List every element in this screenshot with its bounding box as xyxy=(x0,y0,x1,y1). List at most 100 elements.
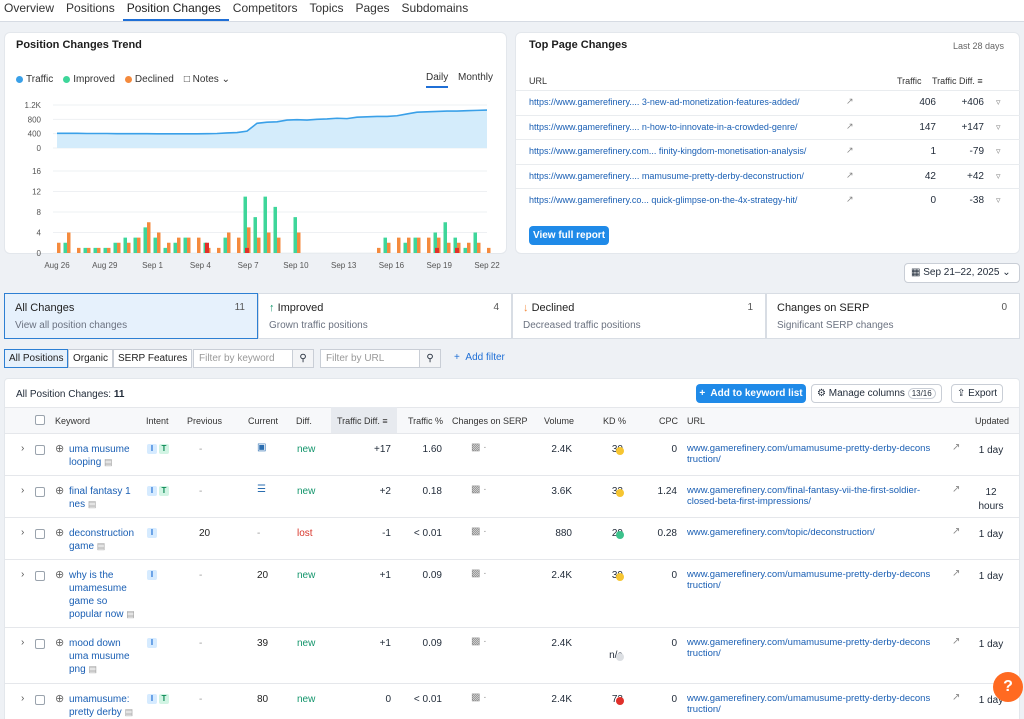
tile-declined[interactable]: ↓ Declined 1 Decreased traffic positions xyxy=(512,293,766,339)
expand-chevron-icon[interactable]: › xyxy=(21,569,25,580)
th-kd[interactable]: KD % xyxy=(603,416,627,426)
keyword-link[interactable]: uma musume looping ▤ xyxy=(69,444,130,468)
tab-overview[interactable]: Overview xyxy=(4,1,55,15)
legend-declined[interactable]: Declined xyxy=(124,74,174,85)
export-button[interactable]: ⇪ Export xyxy=(951,384,1004,403)
toggle-daily[interactable]: Daily xyxy=(426,72,449,88)
th-traffic-pct[interactable]: Traffic % xyxy=(408,416,444,426)
external-link-icon[interactable]: ↗ xyxy=(952,568,961,579)
ranking-url-link[interactable]: www.gamerefinery.com/umamusume-pretty-de… xyxy=(687,569,931,591)
tab-subdomains[interactable]: Subdomains xyxy=(401,1,469,15)
row-checkbox[interactable] xyxy=(35,571,45,581)
page-url-link[interactable]: https://www.gamerefinery.... mamusume-pr… xyxy=(529,170,804,181)
keyword-link[interactable]: deconstruction game ▤ xyxy=(69,528,135,552)
notes-dropdown[interactable]: □ Notes ⌄ xyxy=(183,74,230,85)
keyword-link[interactable]: final fantasy 1 nes ▤ xyxy=(69,486,131,510)
legend-traffic[interactable]: Traffic xyxy=(16,74,53,85)
th-updated[interactable]: Updated xyxy=(975,416,1010,426)
add-to-keyword-list-button[interactable]: + Add to keyword list xyxy=(696,384,806,403)
external-link-icon[interactable]: ↗ xyxy=(952,484,961,495)
row-checkbox[interactable] xyxy=(35,529,45,539)
select-all-checkbox[interactable] xyxy=(35,415,45,425)
serp-changes-icon[interactable]: ▩ · xyxy=(471,526,487,537)
keyword-link[interactable]: mood down uma musume png ▤ xyxy=(69,638,130,675)
tab-topics[interactable]: Topics xyxy=(309,1,344,15)
ranking-url-link[interactable]: www.gamerefinery.com/umamusume-pretty-de… xyxy=(687,637,931,659)
external-link-icon[interactable]: ↗ xyxy=(952,526,961,537)
page-url-link[interactable]: https://www.gamerefinery.co... quick-gli… xyxy=(529,195,798,205)
add-keyword-icon[interactable]: ⊕ xyxy=(55,693,65,705)
segment-all-positions[interactable]: All Positions xyxy=(4,349,69,368)
serp-changes-icon[interactable]: ▩ · xyxy=(471,692,487,703)
serp-changes-icon[interactable]: ▩ · xyxy=(471,484,487,495)
tab-positions[interactable]: Positions xyxy=(66,1,115,15)
ranking-url-link[interactable]: www.gamerefinery.com/topic/deconstructio… xyxy=(687,527,875,538)
th-diff[interactable]: Diff. xyxy=(296,416,312,426)
external-link-icon[interactable]: ↗ xyxy=(846,120,854,131)
help-button[interactable]: ? xyxy=(993,672,1023,702)
add-keyword-icon[interactable]: ⊕ xyxy=(55,637,65,649)
serp-changes-icon[interactable]: ▩ · xyxy=(471,636,487,647)
row-checkbox[interactable] xyxy=(35,487,45,497)
th-intent[interactable]: Intent xyxy=(146,416,169,426)
tile-all-changes[interactable]: All Changes 11 View all position changes xyxy=(4,293,258,339)
search-icon[interactable]: ⚲ xyxy=(292,349,314,368)
th-traffic-diff[interactable]: Traffic Diff. ≡ xyxy=(337,416,388,426)
page-url-link[interactable]: https://www.gamerefinery.... n-how-to-in… xyxy=(529,121,798,132)
add-keyword-icon[interactable]: ⊕ xyxy=(55,527,65,539)
filter-icon[interactable]: ▿ xyxy=(996,97,1001,107)
page-url-link[interactable]: https://www.gamerefinery.com... finity-k… xyxy=(529,146,807,156)
col-traffic-diff[interactable]: Traffic Diff. ≡ xyxy=(932,76,983,86)
view-full-report-button[interactable]: View full report xyxy=(529,226,609,245)
tab-competitors[interactable]: Competitors xyxy=(232,1,298,15)
add-filter-button[interactable]: + Add filter xyxy=(454,352,505,363)
page-url-link[interactable]: https://www.gamerefinery.... 3-new-ad-mo… xyxy=(529,97,800,107)
toggle-monthly[interactable]: Monthly xyxy=(458,72,494,83)
external-link-icon[interactable]: ↗ xyxy=(952,636,961,647)
expand-chevron-icon[interactable]: › xyxy=(21,637,25,648)
ranking-url-link[interactable]: www.gamerefinery.com/umamusume-pretty-de… xyxy=(687,443,931,465)
segment-serp-features[interactable]: SERP Features xyxy=(113,349,193,368)
external-link-icon[interactable]: ↗ xyxy=(846,96,854,106)
keyword-link[interactable]: umamusume: pretty derby ▤ xyxy=(69,694,134,718)
legend-improved[interactable]: Improved xyxy=(63,74,115,85)
add-keyword-icon[interactable]: ⊕ xyxy=(55,443,65,455)
external-link-icon[interactable]: ↗ xyxy=(952,442,961,453)
external-link-icon[interactable]: ↗ xyxy=(952,692,961,703)
add-keyword-icon[interactable]: ⊕ xyxy=(55,485,65,497)
filter-icon[interactable]: ▿ xyxy=(996,121,1001,132)
th-changes-on-serp[interactable]: Changes on SERP xyxy=(452,416,528,426)
tab-position-changes[interactable]: Position Changes xyxy=(122,0,229,21)
filter-icon[interactable]: ▿ xyxy=(996,195,1001,205)
filter-icon[interactable]: ▿ xyxy=(996,170,1001,181)
date-picker[interactable]: ▦ Sep 21–22, 2025 ⌄ xyxy=(904,263,1020,283)
search-icon[interactable]: ⚲ xyxy=(419,349,441,368)
expand-chevron-icon[interactable]: › xyxy=(21,693,25,704)
segment-organic[interactable]: Organic xyxy=(68,349,114,368)
external-link-icon[interactable]: ↗ xyxy=(846,145,854,155)
manage-columns-button[interactable]: ⚙ Manage columns 13/16 xyxy=(811,384,942,403)
expand-chevron-icon[interactable]: › xyxy=(21,443,25,454)
row-checkbox[interactable] xyxy=(35,639,45,649)
ranking-url-link[interactable]: www.gamerefinery.com/final-fantasy-vii-t… xyxy=(687,485,921,507)
th-keyword[interactable]: Keyword xyxy=(55,416,91,426)
add-keyword-icon[interactable]: ⊕ xyxy=(55,569,65,581)
external-link-icon[interactable]: ↗ xyxy=(846,194,854,204)
th-cpc[interactable]: CPC xyxy=(659,416,679,426)
tile-changes-on-serp[interactable]: Changes on SERP 0 Significant SERP changes xyxy=(766,293,1020,339)
tile-improved[interactable]: ↑ Improved 4 Grown traffic positions xyxy=(258,293,512,339)
external-link-icon[interactable]: ↗ xyxy=(846,169,854,180)
tab-pages[interactable]: Pages xyxy=(355,1,390,15)
row-checkbox[interactable] xyxy=(35,695,45,705)
th-volume[interactable]: Volume xyxy=(544,416,575,426)
row-checkbox[interactable] xyxy=(35,445,45,455)
expand-chevron-icon[interactable]: › xyxy=(21,527,25,538)
th-previous[interactable]: Previous xyxy=(187,416,223,426)
col-traffic[interactable]: Traffic xyxy=(897,76,922,86)
keyword-filter-input[interactable]: Filter by keyword xyxy=(193,349,293,368)
keyword-link[interactable]: why is the umamesume game so popular now ▤ xyxy=(69,570,135,620)
url-filter-input[interactable]: Filter by URL xyxy=(320,349,420,368)
th-current[interactable]: Current xyxy=(248,416,279,426)
ranking-url-link[interactable]: www.gamerefinery.com/umamusume-pretty-de… xyxy=(687,693,931,715)
serp-changes-icon[interactable]: ▩ · xyxy=(471,442,487,453)
